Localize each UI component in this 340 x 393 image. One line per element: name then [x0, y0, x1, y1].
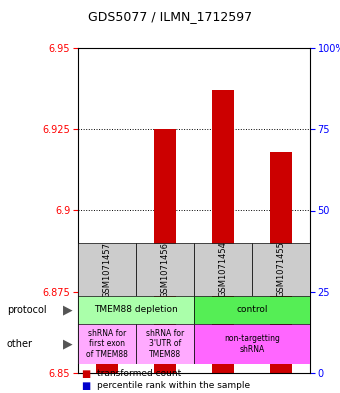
Bar: [194, 324, 310, 364]
Text: other: other: [7, 339, 33, 349]
Text: GSM1071457: GSM1071457: [102, 242, 112, 298]
Bar: [212, 90, 234, 373]
Bar: [136, 324, 194, 364]
Bar: [96, 357, 118, 373]
Text: ▶: ▶: [63, 303, 73, 316]
Text: shRNA for
first exon
of TMEM88: shRNA for first exon of TMEM88: [86, 329, 128, 359]
Text: control: control: [236, 305, 268, 314]
Bar: [78, 296, 194, 324]
Text: ■: ■: [81, 369, 91, 379]
Text: shRNA for
3'UTR of
TMEM88: shRNA for 3'UTR of TMEM88: [146, 329, 184, 359]
Text: protocol: protocol: [7, 305, 47, 315]
Bar: [154, 129, 176, 373]
Bar: [194, 296, 310, 324]
Text: GSM1071456: GSM1071456: [160, 242, 170, 298]
Bar: [136, 243, 194, 296]
Text: GDS5077 / ILMN_1712597: GDS5077 / ILMN_1712597: [88, 10, 252, 23]
Text: ▶: ▶: [63, 338, 73, 351]
Bar: [78, 324, 136, 364]
Bar: [78, 243, 136, 296]
Text: ■: ■: [81, 381, 91, 391]
Bar: [270, 152, 292, 373]
Text: GSM1071454: GSM1071454: [219, 242, 227, 298]
Text: non-targetting
shRNA: non-targetting shRNA: [224, 334, 280, 354]
Bar: [194, 243, 252, 296]
Bar: [252, 243, 310, 296]
Text: GSM1071455: GSM1071455: [276, 242, 286, 298]
Text: transformed count: transformed count: [97, 369, 181, 378]
Text: percentile rank within the sample: percentile rank within the sample: [97, 382, 250, 391]
Text: TMEM88 depletion: TMEM88 depletion: [94, 305, 178, 314]
